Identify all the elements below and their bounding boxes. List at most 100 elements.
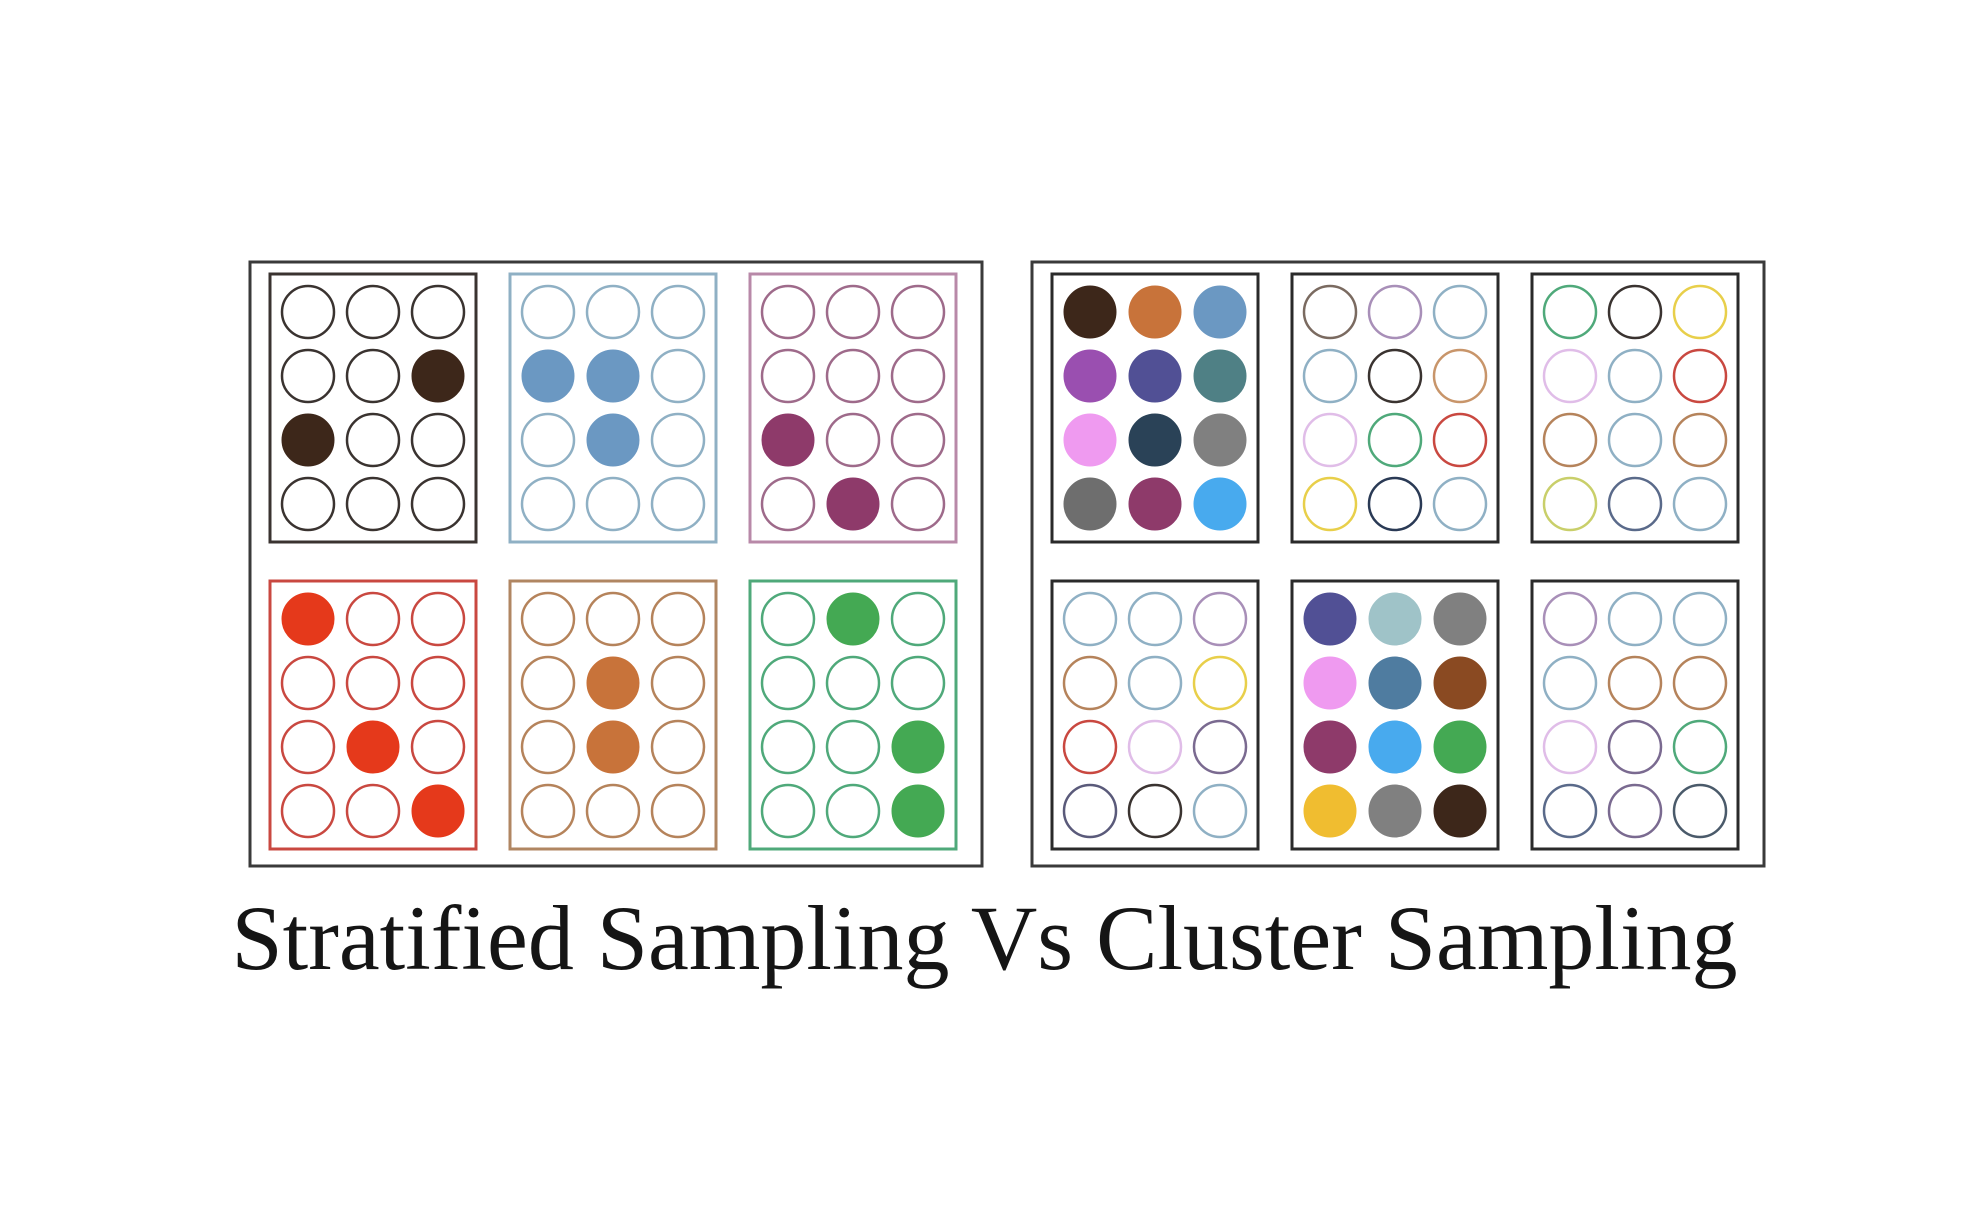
unselected-unit — [280, 783, 336, 839]
selected-unit — [586, 413, 640, 467]
cluster-3 — [1530, 272, 1740, 544]
unselected-unit — [280, 348, 336, 404]
unselected-unit — [1062, 591, 1118, 647]
unselected-unit — [1127, 719, 1183, 775]
unselected-unit — [410, 719, 466, 775]
unselected-unit — [650, 719, 706, 775]
unselected-unit — [1432, 412, 1488, 468]
stratum-3 — [748, 272, 958, 544]
unselected-unit — [650, 655, 706, 711]
unselected-unit — [585, 284, 641, 340]
selected-unit — [586, 349, 640, 403]
unselected-unit — [1192, 591, 1248, 647]
cluster-1 — [1050, 272, 1260, 544]
unselected-unit — [825, 783, 881, 839]
unselected-unit — [1607, 783, 1663, 839]
unselected-unit — [650, 284, 706, 340]
unselected-unit — [345, 591, 401, 647]
cluster-6 — [1530, 579, 1740, 851]
selected-unit — [826, 477, 880, 531]
unselected-unit — [410, 591, 466, 647]
unselected-unit — [1432, 348, 1488, 404]
stratum-box — [748, 272, 958, 544]
selected-unit — [826, 592, 880, 646]
selected-unit — [1193, 477, 1247, 531]
selected-unit — [1433, 592, 1487, 646]
unselected-unit — [345, 412, 401, 468]
selected-unit — [586, 656, 640, 710]
stratum-6 — [748, 579, 958, 851]
unselected-unit — [825, 655, 881, 711]
unselected-unit — [345, 348, 401, 404]
stratum-box — [508, 272, 718, 544]
unselected-unit — [760, 284, 816, 340]
unselected-unit — [520, 476, 576, 532]
unselected-unit — [1192, 719, 1248, 775]
unselected-unit — [1542, 476, 1598, 532]
unselected-unit — [345, 284, 401, 340]
unselected-unit — [760, 591, 816, 647]
selected-unit — [1368, 720, 1422, 774]
unselected-unit — [1607, 591, 1663, 647]
selected-unit — [761, 413, 815, 467]
selected-unit — [1063, 285, 1117, 339]
cluster-sampling-panel — [1030, 260, 1766, 868]
selected-unit — [1128, 477, 1182, 531]
unselected-unit — [1127, 655, 1183, 711]
selected-unit — [1433, 656, 1487, 710]
unselected-unit — [1542, 719, 1598, 775]
unselected-unit — [760, 719, 816, 775]
unselected-unit — [1367, 476, 1423, 532]
cluster-box — [1290, 272, 1500, 544]
selected-unit — [1063, 477, 1117, 531]
unselected-unit — [650, 348, 706, 404]
stratum-2 — [508, 272, 718, 544]
unselected-unit — [345, 476, 401, 532]
selected-unit — [281, 413, 335, 467]
selected-unit — [1128, 349, 1182, 403]
unselected-unit — [520, 412, 576, 468]
unselected-unit — [280, 719, 336, 775]
unselected-unit — [760, 348, 816, 404]
stratum-box — [748, 579, 958, 851]
stratified-outer-frame — [248, 260, 984, 868]
selected-unit — [1303, 784, 1357, 838]
selected-unit — [1368, 784, 1422, 838]
unselected-unit — [1607, 284, 1663, 340]
cluster-clusters — [1050, 272, 1740, 851]
selected-unit — [1368, 656, 1422, 710]
unselected-unit — [650, 783, 706, 839]
selected-unit — [1193, 349, 1247, 403]
unselected-unit — [1607, 655, 1663, 711]
unselected-unit — [1672, 591, 1728, 647]
unselected-unit — [650, 591, 706, 647]
cluster-box — [1530, 579, 1740, 851]
selected-unit — [586, 720, 640, 774]
unselected-unit — [890, 348, 946, 404]
unselected-unit — [1542, 412, 1598, 468]
unselected-unit — [520, 284, 576, 340]
unselected-unit — [1127, 591, 1183, 647]
unselected-unit — [280, 655, 336, 711]
unselected-unit — [520, 655, 576, 711]
unselected-unit — [825, 284, 881, 340]
unselected-unit — [1302, 348, 1358, 404]
unselected-unit — [1302, 476, 1358, 532]
selected-unit — [1368, 592, 1422, 646]
unselected-unit — [650, 476, 706, 532]
unselected-unit — [1542, 783, 1598, 839]
unselected-unit — [520, 783, 576, 839]
stratum-5 — [508, 579, 718, 851]
unselected-unit — [1607, 476, 1663, 532]
unselected-unit — [585, 476, 641, 532]
stratified-sampling-panel — [248, 260, 984, 868]
cluster-4 — [1050, 579, 1260, 851]
selected-unit — [1303, 592, 1357, 646]
unselected-unit — [585, 591, 641, 647]
cluster-2 — [1290, 272, 1500, 544]
diagram-caption: Stratified Sampling Vs Cluster Sampling — [231, 887, 1738, 989]
selected-unit — [411, 349, 465, 403]
unselected-unit — [345, 783, 401, 839]
unselected-unit — [1542, 348, 1598, 404]
